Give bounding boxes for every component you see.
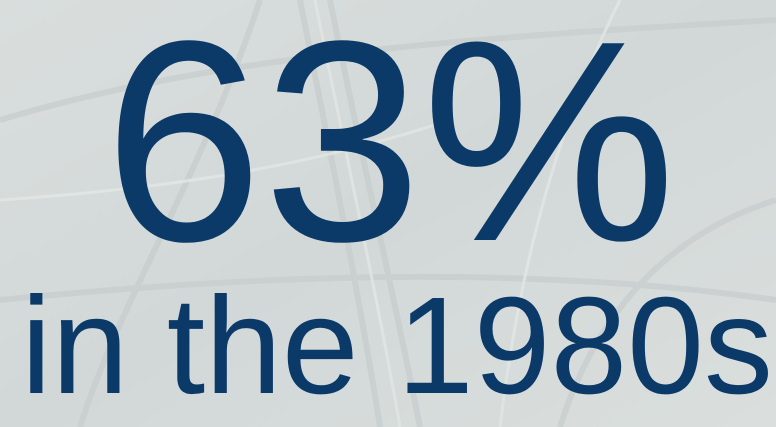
slide: 63% in the 1980s [0, 0, 776, 427]
caption: in the 1980s [21, 269, 773, 423]
page: {"headline": {"stat": "63%", "caption": … [0, 0, 776, 427]
stat: 63% [104, 0, 676, 301]
